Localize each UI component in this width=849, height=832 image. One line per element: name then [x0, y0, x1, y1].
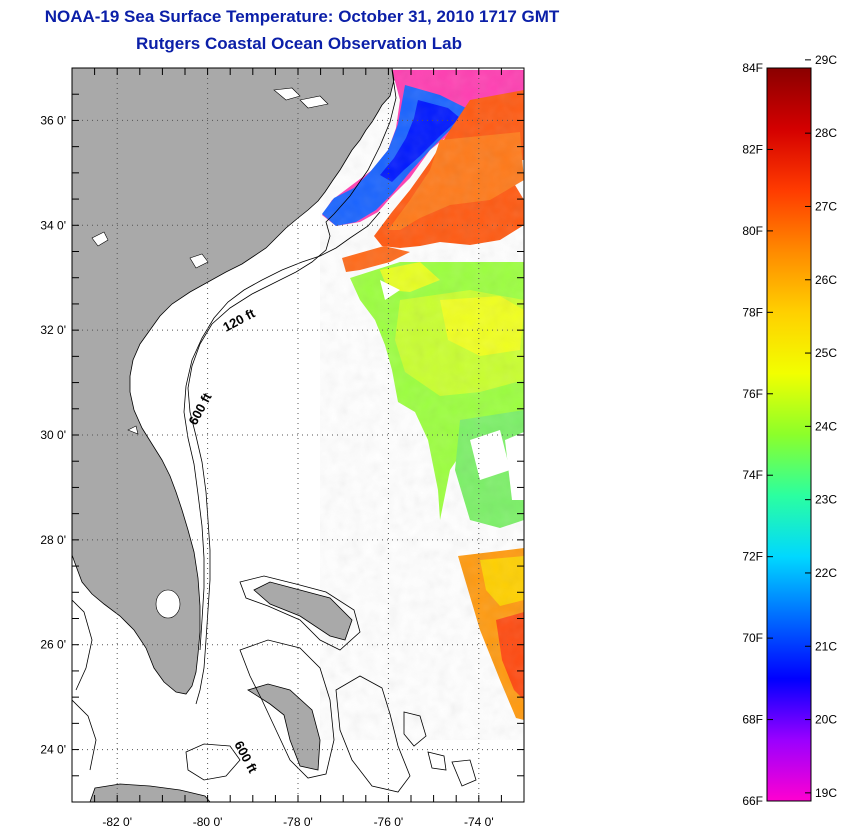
colorbar-f-label: 74F	[742, 468, 763, 482]
lat-label: 32 0'	[40, 323, 66, 337]
map-title: NOAA-19 Sea Surface Temperature: October…	[44, 7, 560, 26]
colorbar-f-label: 66F	[742, 794, 763, 808]
lon-label: -78 0'	[283, 815, 313, 829]
lon-label: -80 0'	[193, 815, 223, 829]
colorbar-f-label: 78F	[742, 305, 763, 319]
lat-label: 36 0'	[40, 113, 66, 127]
lon-label: -76 0'	[374, 815, 404, 829]
lon-label: -74 0'	[464, 815, 494, 829]
colorbar-c-label: 28C	[815, 126, 837, 140]
colorbar-f-label: 76F	[742, 387, 763, 401]
sst-swath	[320, 68, 524, 740]
land-mass	[72, 68, 395, 802]
colorbar-c-label: 19C	[815, 786, 837, 800]
colorbar-c-label: 20C	[815, 713, 837, 727]
lat-label: 26 0'	[40, 638, 66, 652]
colorbar-c-label: 26C	[815, 273, 837, 287]
colorbar-f-label: 68F	[742, 713, 763, 727]
lon-label: -82 0'	[102, 815, 132, 829]
colorbar-c-label: 25C	[815, 346, 837, 360]
land-lakes	[91, 87, 329, 619]
colorbar-c-label: 29C	[815, 53, 837, 67]
lat-label: 28 0'	[40, 533, 66, 547]
colorbar-f-label: 70F	[742, 631, 763, 645]
lat-label: 30 0'	[40, 428, 66, 442]
depth-contours	[72, 69, 477, 793]
colorbar-f-label: 82F	[742, 142, 763, 156]
colorbar-labels: 84F 82F 80F 78F 76F 74F 72F 70F 68F 66F 29C 28C 27C 2…	[742, 53, 837, 808]
map-subtitle: Rutgers Coastal Ocean Observation Lab	[136, 34, 462, 53]
colorbar-f-label: 72F	[742, 550, 763, 564]
colorbar-c-label: 21C	[815, 639, 837, 653]
colorbar	[766, 67, 812, 802]
colorbar-c-label: 24C	[815, 419, 837, 433]
lat-label: 24 0'	[40, 743, 66, 757]
lat-label: 34 0'	[40, 218, 66, 232]
colorbar-f-label: 80F	[742, 224, 763, 238]
colorbar-f-label: 84F	[742, 61, 763, 75]
axis-labels: 36 0' 34 0' 32 0' 30 0' 28 0' 26 0' 24 0' -82 0…	[40, 113, 493, 829]
colorbar-c-label: 27C	[815, 199, 837, 213]
graticule	[72, 68, 524, 802]
colorbar-c-label: 23C	[815, 493, 837, 507]
axis-ticks	[72, 68, 524, 802]
colorbar-c-label: 22C	[815, 566, 837, 580]
